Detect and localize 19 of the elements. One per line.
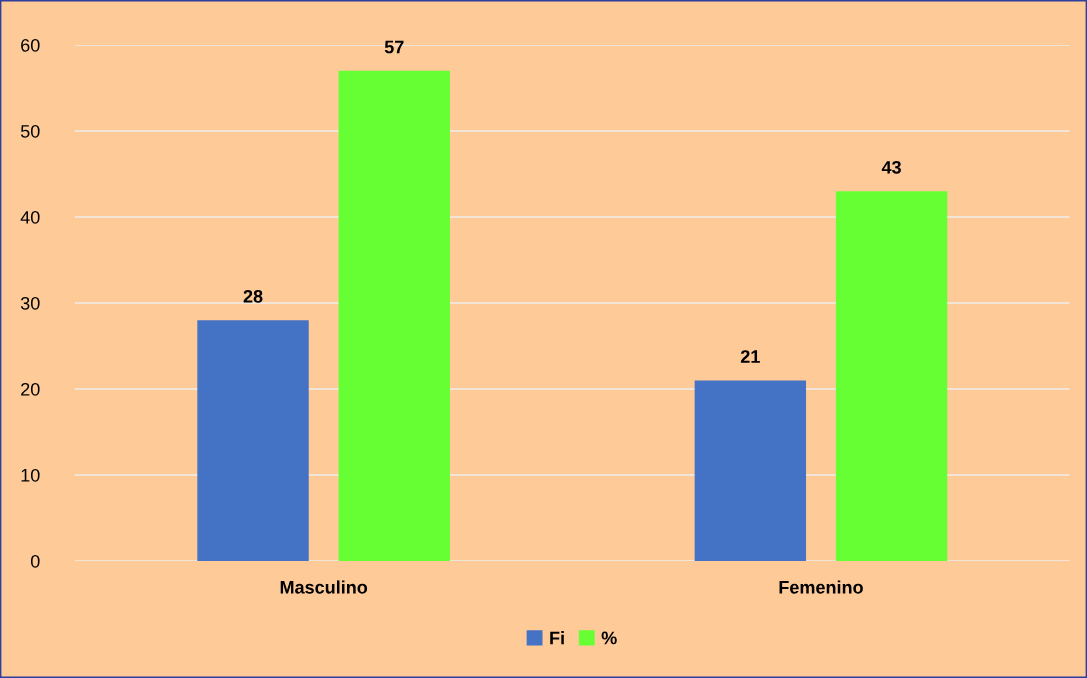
data-label: 57 xyxy=(384,40,404,54)
legend-label: Fi xyxy=(550,631,564,645)
x-tick-label: Femenino xyxy=(779,580,863,594)
y-tick-label: 60 xyxy=(21,38,40,52)
bar xyxy=(197,320,309,561)
y-tick-label: 0 xyxy=(30,554,40,568)
legend-label: % xyxy=(601,631,617,645)
y-tick-label: 30 xyxy=(20,296,40,310)
bar xyxy=(835,191,948,561)
bar xyxy=(694,380,807,561)
x-tick-label: Masculino xyxy=(280,580,368,594)
y-tick-label: 20 xyxy=(21,382,40,396)
data-label: 43 xyxy=(881,160,901,174)
data-label: 21 xyxy=(740,350,760,363)
data-label: 28 xyxy=(243,289,263,303)
y-tick-label: 40 xyxy=(20,210,40,224)
y-tick-label: 50 xyxy=(20,124,40,138)
y-tick-label: 10 xyxy=(21,468,40,482)
bar xyxy=(338,70,450,561)
